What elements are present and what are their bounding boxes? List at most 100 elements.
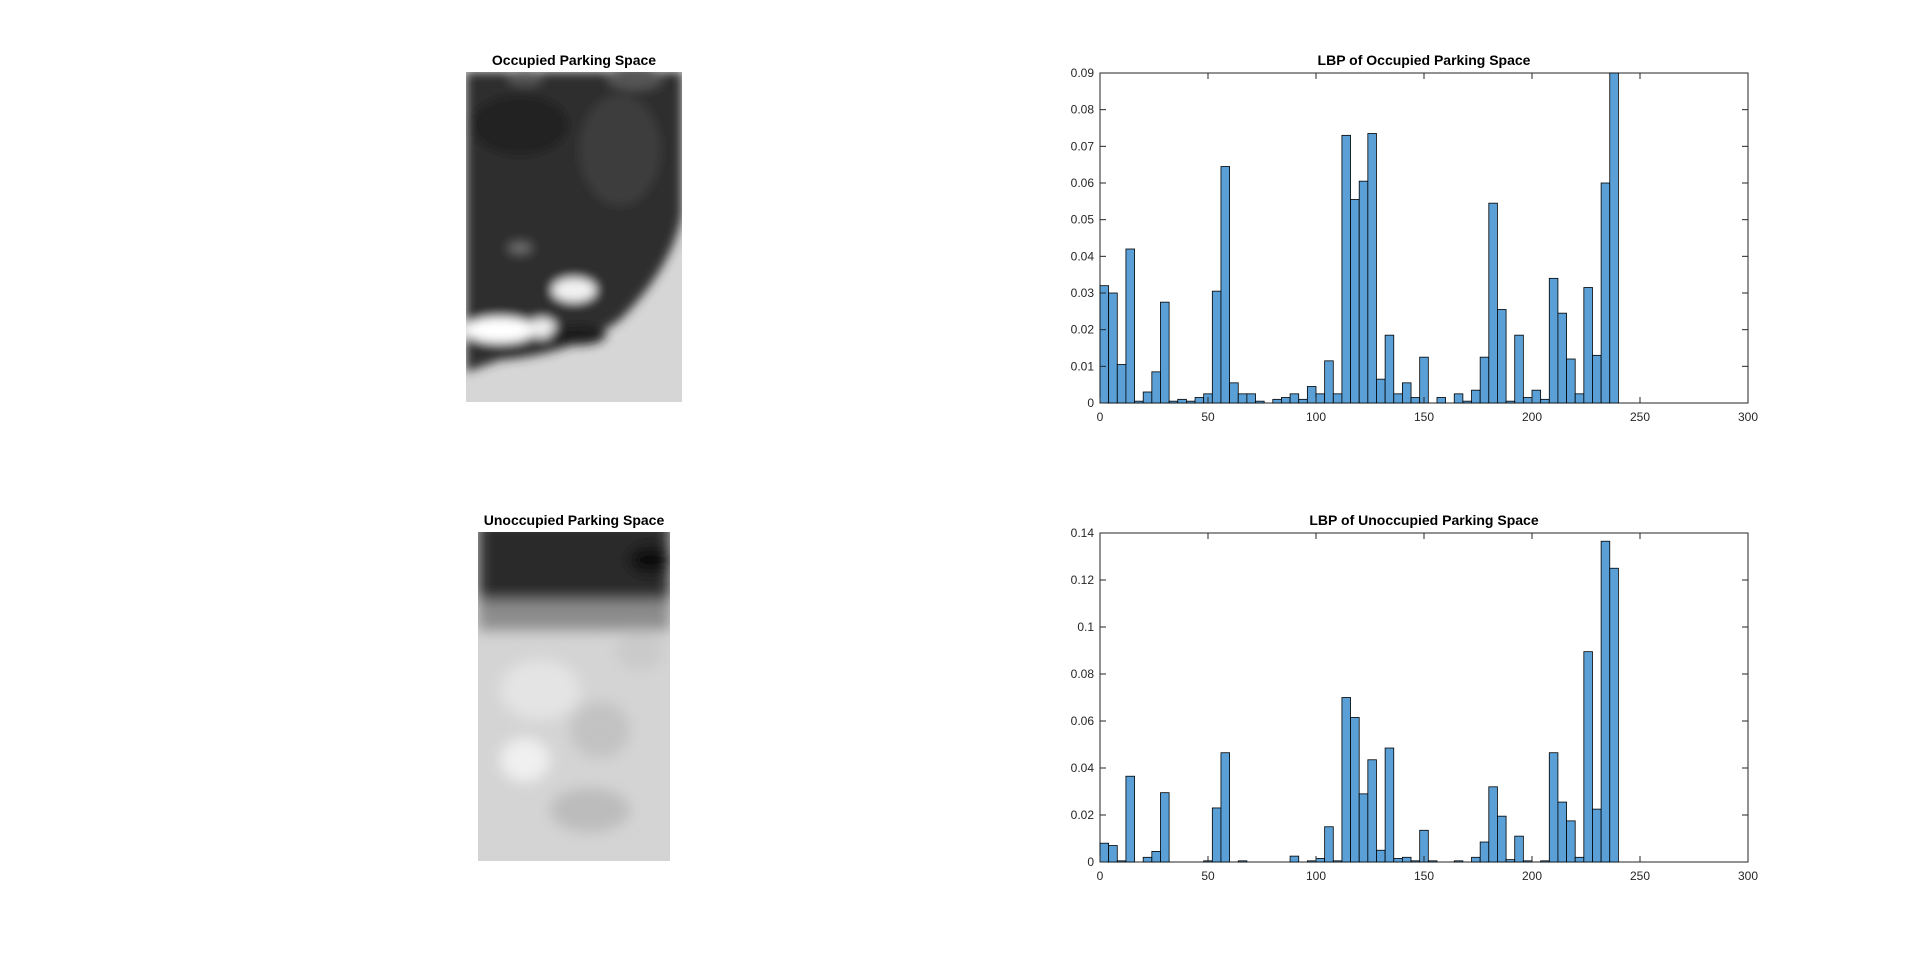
histogram-bar [1479, 356, 1490, 404]
histogram-bar [1540, 398, 1550, 404]
histogram-bar [1471, 856, 1481, 863]
histogram-bar [1548, 752, 1559, 863]
histogram-bar [1453, 393, 1464, 404]
x-tick-label: 0 [1097, 869, 1104, 883]
y-tick-label: 0.01 [1071, 359, 1095, 373]
y-tick-label: 0.02 [1071, 323, 1095, 337]
histogram-bar [1332, 393, 1343, 404]
histogram-bar [1211, 290, 1222, 404]
x-tick-label: 50 [1201, 869, 1215, 883]
histogram-bar [1410, 860, 1421, 863]
histogram-bar [1272, 398, 1282, 404]
histogram-bar [1488, 202, 1498, 404]
histogram-bar [1557, 312, 1567, 404]
chart-title: LBP of Occupied Parking Space [1318, 52, 1531, 68]
x-tick-label: 250 [1630, 869, 1650, 883]
histogram-bar [1609, 72, 1619, 404]
histogram-bar [1298, 398, 1308, 404]
x-tick-label: 250 [1630, 410, 1650, 424]
histogram-bar [1168, 400, 1179, 404]
histogram-bar [1592, 808, 1602, 863]
y-tick-label: 0.08 [1071, 667, 1095, 681]
histogram-bar [1436, 397, 1446, 404]
histogram-bar [1471, 389, 1481, 404]
histogram-bar [1367, 759, 1377, 863]
histogram-bar [1108, 292, 1118, 404]
y-tick-label: 0 [1087, 396, 1094, 410]
unoccupied-parking-space-image [478, 532, 670, 861]
histogram-bar [1376, 378, 1386, 404]
histogram-bar [1324, 360, 1334, 404]
histogram-bar [1255, 400, 1265, 404]
histogram-bar [1514, 835, 1524, 863]
histogram-bar [1142, 391, 1153, 404]
histogram-bar [1402, 856, 1412, 863]
histogram-bar [1134, 400, 1144, 404]
histogram-bar [1160, 301, 1170, 404]
histogram-bar [1237, 393, 1248, 404]
histogram-bar [1376, 849, 1386, 863]
histogram-bar [1574, 856, 1585, 863]
y-tick-label: 0 [1087, 855, 1094, 869]
histogram-bar [1358, 180, 1369, 404]
histogram-bar [1125, 775, 1135, 863]
chart-title: LBP of Unoccupied Parking Space [1309, 512, 1538, 528]
y-tick-label: 0.05 [1071, 213, 1095, 227]
x-tick-label: 150 [1414, 869, 1434, 883]
histogram-bar [1142, 856, 1153, 863]
x-tick-label: 200 [1522, 869, 1542, 883]
histogram-bar [1566, 358, 1576, 404]
histogram-bar [1237, 860, 1248, 863]
y-tick-label: 0.14 [1071, 526, 1095, 540]
histogram-bar [1497, 815, 1507, 863]
axes-box [1099, 72, 1749, 404]
histogram-bar [1522, 397, 1533, 404]
histogram-bar [1358, 793, 1369, 863]
histogram-bar [1160, 792, 1170, 863]
histogram-bar [1125, 248, 1135, 404]
histogram-bar [1497, 309, 1507, 404]
histogram-bar [1410, 397, 1421, 404]
y-tick-label: 0.07 [1071, 139, 1095, 153]
histogram-bar [1194, 397, 1205, 404]
histogram-bar [1427, 860, 1438, 863]
x-tick-label: 0 [1097, 410, 1104, 424]
histogram-bar [1522, 860, 1533, 863]
histogram-bar [1540, 860, 1550, 863]
y-tick-label: 0.1 [1077, 620, 1094, 634]
histogram-bar [1211, 807, 1222, 863]
x-tick-label: 200 [1522, 410, 1542, 424]
histogram-bar [1324, 826, 1334, 863]
y-tick-label: 0.03 [1071, 286, 1095, 300]
y-tick-label: 0.02 [1071, 808, 1095, 822]
histogram-bar [1505, 400, 1516, 404]
histogram-bar [1531, 389, 1542, 404]
histogram-bar [1289, 855, 1300, 863]
histogram-bar [1350, 199, 1360, 404]
occupied-image-title: Occupied Parking Space [492, 52, 656, 68]
y-tick-label: 0.06 [1071, 176, 1095, 190]
x-tick-label: 150 [1414, 410, 1434, 424]
histogram-bar [1315, 858, 1326, 863]
histogram-bar [1393, 858, 1403, 863]
x-tick-label: 300 [1738, 869, 1758, 883]
histogram-bar [1548, 277, 1559, 404]
histogram-bar [1332, 860, 1343, 863]
histogram-bar [1462, 400, 1472, 404]
histogram-bar [1116, 364, 1127, 404]
histogram-bar [1177, 398, 1187, 404]
x-tick-label: 100 [1306, 869, 1326, 883]
axes-box [1099, 532, 1749, 863]
occupied-parking-space-image [466, 72, 682, 402]
y-tick-label: 0.06 [1071, 714, 1095, 728]
histogram-bar [1341, 697, 1351, 863]
histogram-bar [1600, 540, 1611, 863]
y-tick-label: 0.04 [1071, 249, 1095, 263]
histogram-bar [1306, 860, 1317, 863]
x-tick-label: 100 [1306, 410, 1326, 424]
histogram-bar [1099, 842, 1110, 863]
histogram-bar [1289, 393, 1300, 404]
histogram-bar [1306, 386, 1317, 404]
histogram-bar [1367, 133, 1377, 404]
